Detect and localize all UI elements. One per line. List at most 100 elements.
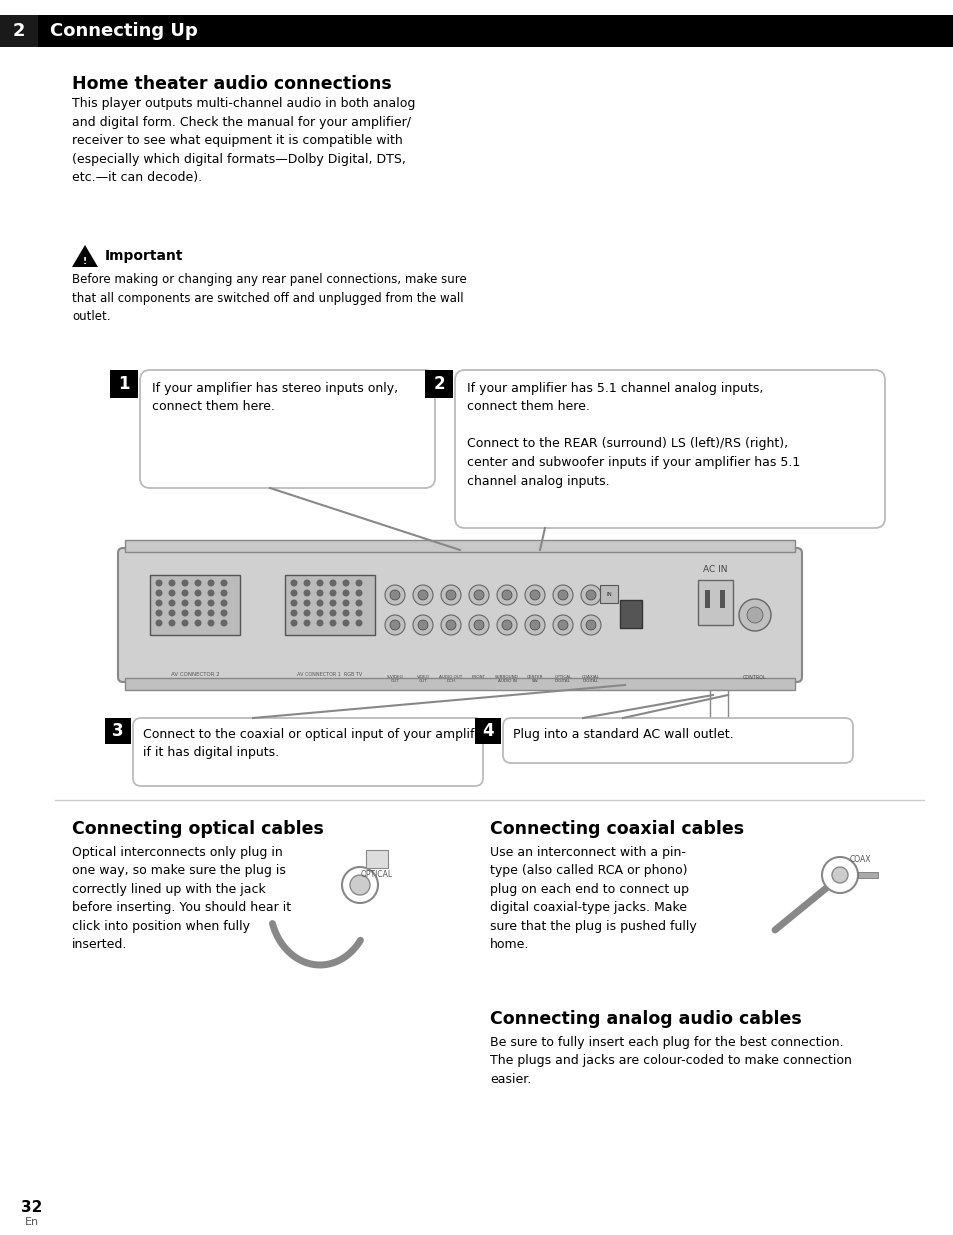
Circle shape bbox=[220, 589, 227, 597]
Text: Connect to the coaxial or optical input of your amplifier,
if it has digital inp: Connect to the coaxial or optical input … bbox=[143, 727, 495, 760]
Bar bbox=[0, 15, 953, 47]
Circle shape bbox=[220, 599, 227, 606]
Circle shape bbox=[194, 589, 201, 597]
Text: Before making or changing any rear panel connections, make sure
that all compone: Before making or changing any rear panel… bbox=[71, 273, 466, 324]
Circle shape bbox=[342, 579, 349, 587]
Circle shape bbox=[497, 615, 517, 635]
Bar bbox=[0, 15, 38, 47]
Circle shape bbox=[530, 590, 539, 600]
Bar bbox=[110, 370, 138, 398]
Circle shape bbox=[329, 589, 336, 597]
Circle shape bbox=[390, 620, 399, 630]
Circle shape bbox=[155, 620, 162, 626]
Circle shape bbox=[194, 620, 201, 626]
Circle shape bbox=[553, 585, 573, 605]
Text: En: En bbox=[25, 1216, 39, 1228]
Circle shape bbox=[524, 615, 544, 635]
Circle shape bbox=[355, 610, 362, 616]
Circle shape bbox=[341, 867, 377, 903]
Bar bbox=[105, 718, 131, 743]
Circle shape bbox=[155, 610, 162, 616]
Circle shape bbox=[181, 579, 189, 587]
Circle shape bbox=[580, 615, 600, 635]
Text: 1: 1 bbox=[118, 375, 130, 393]
Text: Use an interconnect with a pin-
type (also called RCA or phono)
plug on each end: Use an interconnect with a pin- type (al… bbox=[490, 846, 696, 951]
Circle shape bbox=[342, 610, 349, 616]
Circle shape bbox=[329, 579, 336, 587]
Bar bbox=[424, 370, 453, 398]
Bar bbox=[857, 872, 877, 878]
Circle shape bbox=[440, 585, 460, 605]
Circle shape bbox=[220, 610, 227, 616]
Text: 2: 2 bbox=[433, 375, 444, 393]
Circle shape bbox=[220, 620, 227, 626]
Circle shape bbox=[291, 589, 297, 597]
FancyBboxPatch shape bbox=[140, 370, 435, 488]
Circle shape bbox=[558, 620, 567, 630]
Circle shape bbox=[474, 620, 483, 630]
Circle shape bbox=[329, 599, 336, 606]
FancyBboxPatch shape bbox=[502, 718, 852, 763]
Circle shape bbox=[208, 610, 214, 616]
Circle shape bbox=[440, 615, 460, 635]
Circle shape bbox=[169, 620, 175, 626]
Circle shape bbox=[355, 620, 362, 626]
Bar bbox=[125, 678, 794, 690]
Circle shape bbox=[194, 610, 201, 616]
Circle shape bbox=[329, 620, 336, 626]
Bar bbox=[709, 690, 727, 718]
Circle shape bbox=[446, 590, 456, 600]
Circle shape bbox=[739, 599, 770, 631]
Text: OPTICAL: OPTICAL bbox=[360, 869, 393, 879]
Circle shape bbox=[329, 610, 336, 616]
Bar bbox=[704, 590, 709, 608]
Circle shape bbox=[553, 615, 573, 635]
Text: 3: 3 bbox=[112, 722, 124, 740]
Bar bbox=[720, 590, 724, 608]
Circle shape bbox=[821, 857, 857, 893]
Text: COAX: COAX bbox=[848, 855, 870, 864]
Circle shape bbox=[497, 585, 517, 605]
Circle shape bbox=[385, 585, 405, 605]
Circle shape bbox=[155, 579, 162, 587]
Circle shape bbox=[169, 610, 175, 616]
Polygon shape bbox=[71, 245, 98, 267]
Circle shape bbox=[303, 599, 310, 606]
Circle shape bbox=[558, 590, 567, 600]
Circle shape bbox=[316, 599, 323, 606]
Text: AV CONNECTOR 2: AV CONNECTOR 2 bbox=[171, 672, 219, 677]
FancyBboxPatch shape bbox=[455, 370, 884, 529]
Circle shape bbox=[342, 599, 349, 606]
Text: AUDIO OUT
DCH: AUDIO OUT DCH bbox=[438, 676, 462, 683]
Text: This player outputs multi-channel audio in both analog
and digital form. Check t: This player outputs multi-channel audio … bbox=[71, 98, 415, 184]
Circle shape bbox=[746, 606, 762, 622]
Circle shape bbox=[155, 599, 162, 606]
Circle shape bbox=[220, 579, 227, 587]
Circle shape bbox=[580, 585, 600, 605]
Circle shape bbox=[585, 590, 596, 600]
Text: Important: Important bbox=[105, 249, 183, 263]
Text: Connecting optical cables: Connecting optical cables bbox=[71, 820, 323, 839]
Circle shape bbox=[831, 867, 847, 883]
Circle shape bbox=[303, 579, 310, 587]
Text: !: ! bbox=[83, 257, 87, 266]
Text: S-VIDEO
OUT: S-VIDEO OUT bbox=[386, 676, 403, 683]
Circle shape bbox=[194, 579, 201, 587]
Circle shape bbox=[303, 610, 310, 616]
Circle shape bbox=[208, 620, 214, 626]
Circle shape bbox=[355, 589, 362, 597]
Circle shape bbox=[585, 620, 596, 630]
Bar bbox=[619, 600, 641, 629]
Circle shape bbox=[181, 620, 189, 626]
Circle shape bbox=[446, 620, 456, 630]
Circle shape bbox=[208, 579, 214, 587]
Text: CONTROL: CONTROL bbox=[742, 676, 766, 680]
Bar bbox=[125, 540, 794, 552]
FancyBboxPatch shape bbox=[118, 548, 801, 682]
Text: IN: IN bbox=[605, 592, 611, 597]
Circle shape bbox=[181, 599, 189, 606]
Circle shape bbox=[469, 615, 489, 635]
Text: Optical interconnects only plug in
one way, so make sure the plug is
correctly l: Optical interconnects only plug in one w… bbox=[71, 846, 291, 951]
Text: COAXIAL
DIGITAL: COAXIAL DIGITAL bbox=[581, 676, 599, 683]
Circle shape bbox=[208, 589, 214, 597]
